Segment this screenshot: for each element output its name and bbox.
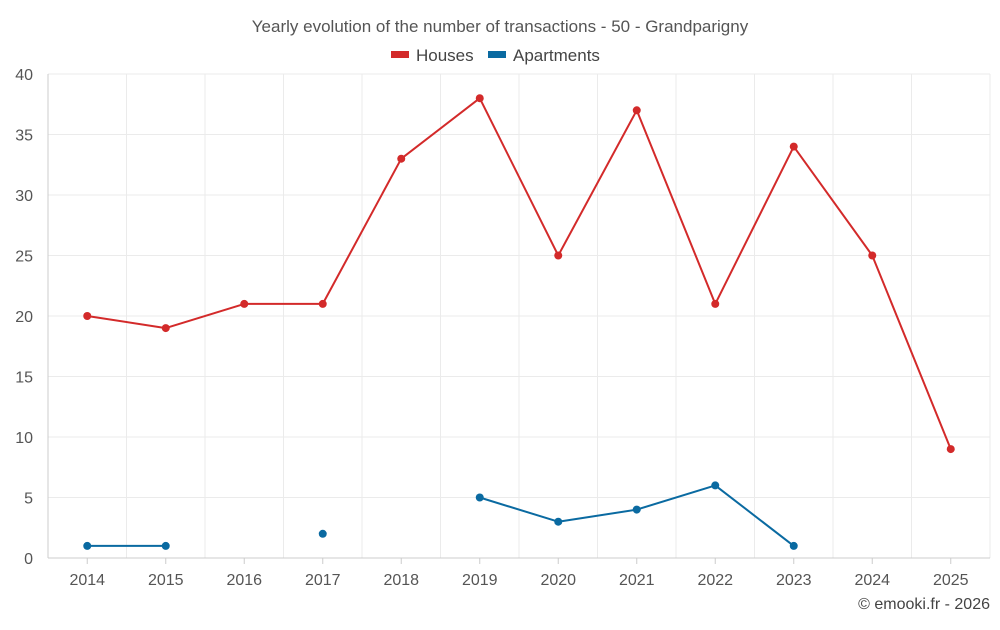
y-tick-label: 15 bbox=[15, 370, 33, 387]
data-point-apartments-2022[interactable] bbox=[711, 481, 720, 490]
x-tick-label: 2015 bbox=[148, 572, 184, 589]
data-point-houses-2020[interactable] bbox=[554, 251, 563, 260]
legend-label-apartments[interactable]: Apartments bbox=[513, 46, 600, 65]
credit-text: © emooki.fr - 2026 bbox=[858, 596, 990, 613]
y-tick-label: 30 bbox=[15, 188, 33, 205]
data-point-apartments-2015[interactable] bbox=[161, 541, 170, 550]
legend-swatch-houses bbox=[391, 51, 409, 58]
data-point-apartments-2014[interactable] bbox=[83, 541, 92, 550]
data-point-houses-2024[interactable] bbox=[868, 251, 877, 260]
x-tick-label: 2024 bbox=[854, 572, 890, 589]
series-points bbox=[83, 94, 955, 550]
x-tick-label: 2021 bbox=[619, 572, 655, 589]
data-point-apartments-2019[interactable] bbox=[475, 493, 484, 502]
x-tick-label: 2020 bbox=[540, 572, 576, 589]
x-tick-label: 2018 bbox=[383, 572, 419, 589]
legend: Houses Apartments bbox=[391, 46, 600, 65]
data-point-houses-2017[interactable] bbox=[318, 299, 327, 308]
x-tick-label: 2014 bbox=[69, 572, 105, 589]
y-tick-label: 20 bbox=[15, 309, 33, 326]
series-line-apartments bbox=[479, 484, 795, 547]
y-tick-label: 0 bbox=[24, 551, 33, 568]
data-point-houses-2015[interactable] bbox=[161, 324, 170, 333]
axes bbox=[47, 74, 990, 559]
legend-label-houses[interactable]: Houses bbox=[416, 46, 474, 65]
data-point-apartments-2021[interactable] bbox=[632, 505, 641, 514]
y-axis-ticks: 0 5 10 15 20 25 30 35 40 bbox=[15, 67, 33, 568]
legend-swatch-apartments bbox=[488, 51, 506, 58]
x-tick-label: 2019 bbox=[462, 572, 498, 589]
y-tick-label: 35 bbox=[15, 128, 33, 145]
x-tick-label: 2016 bbox=[226, 572, 262, 589]
data-point-houses-2022[interactable] bbox=[711, 299, 720, 308]
y-tick-label: 5 bbox=[24, 491, 33, 508]
data-point-houses-2021[interactable] bbox=[632, 106, 641, 115]
data-point-houses-2023[interactable] bbox=[789, 142, 798, 151]
data-point-houses-2018[interactable] bbox=[397, 154, 406, 163]
x-tick-label: 2025 bbox=[933, 572, 969, 589]
data-point-houses-2019[interactable] bbox=[475, 94, 484, 103]
data-point-houses-2025[interactable] bbox=[946, 445, 955, 454]
x-axis-ticks: 2014 2015 2016 2017 2018 2019 2020 2021 2022 2023… bbox=[69, 558, 969, 589]
data-point-apartments-2023[interactable] bbox=[789, 541, 798, 550]
x-tick-label: 2022 bbox=[697, 572, 733, 589]
y-tick-label: 40 bbox=[15, 67, 33, 84]
y-tick-label: 10 bbox=[15, 430, 33, 447]
series-line-houses bbox=[87, 97, 952, 450]
chart-title: Yearly evolution of the number of transa… bbox=[252, 17, 749, 36]
data-point-apartments-2017[interactable] bbox=[318, 529, 327, 538]
x-tick-label: 2017 bbox=[305, 572, 341, 589]
data-point-houses-2014[interactable] bbox=[83, 312, 92, 320]
x-tick-label: 2023 bbox=[776, 572, 812, 589]
data-point-houses-2016[interactable] bbox=[240, 299, 249, 308]
y-tick-label: 25 bbox=[15, 249, 33, 266]
data-point-apartments-2020[interactable] bbox=[554, 517, 563, 526]
grid-lines bbox=[47, 73, 991, 558]
